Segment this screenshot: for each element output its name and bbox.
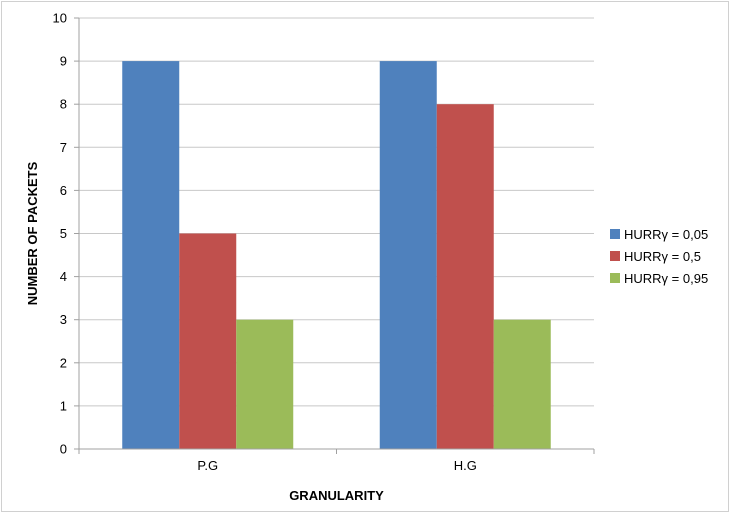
y-tick-label: 3 (60, 312, 67, 327)
y-tick-label: 0 (60, 442, 67, 457)
y-tick-label: 4 (60, 269, 67, 284)
bar (122, 61, 180, 449)
x-axis-title: GRANULARITY (289, 488, 384, 503)
legend-swatch (610, 229, 620, 239)
y-tick-label: 2 (60, 355, 67, 370)
axes (78, 18, 595, 454)
y-tick-label: 8 (60, 97, 67, 112)
legend: HURRγ = 0,05 HURRγ = 0,5 HURRγ = 0,95 (610, 227, 708, 286)
y-tick-label: 1 (60, 398, 67, 413)
y-tick-label: 9 (60, 54, 67, 69)
bar (236, 319, 294, 449)
y-tick-label: 10 (53, 11, 67, 26)
bar (179, 233, 237, 449)
legend-swatch (610, 251, 620, 261)
bar (493, 319, 551, 449)
x-tick-label: H.G (454, 458, 477, 473)
legend-label: HURRγ = 0,5 (624, 249, 701, 264)
x-tick-label: P.G (197, 458, 218, 473)
bars (122, 61, 551, 449)
tick-labels: 0 1 2 3 4 5 6 7 8 9 10 P.G H.G (53, 11, 477, 474)
y-tick-label: 5 (60, 226, 67, 241)
y-tick-label: 7 (60, 140, 67, 155)
legend-label: HURRγ = 0,05 (624, 227, 708, 242)
bar (436, 104, 494, 449)
y-tick-label: 6 (60, 183, 67, 198)
y-axis-title: NUMBER OF PACKETS (25, 161, 40, 305)
legend-label: HURRγ = 0,95 (624, 271, 708, 286)
bar (379, 61, 437, 449)
legend-swatch (610, 273, 620, 283)
